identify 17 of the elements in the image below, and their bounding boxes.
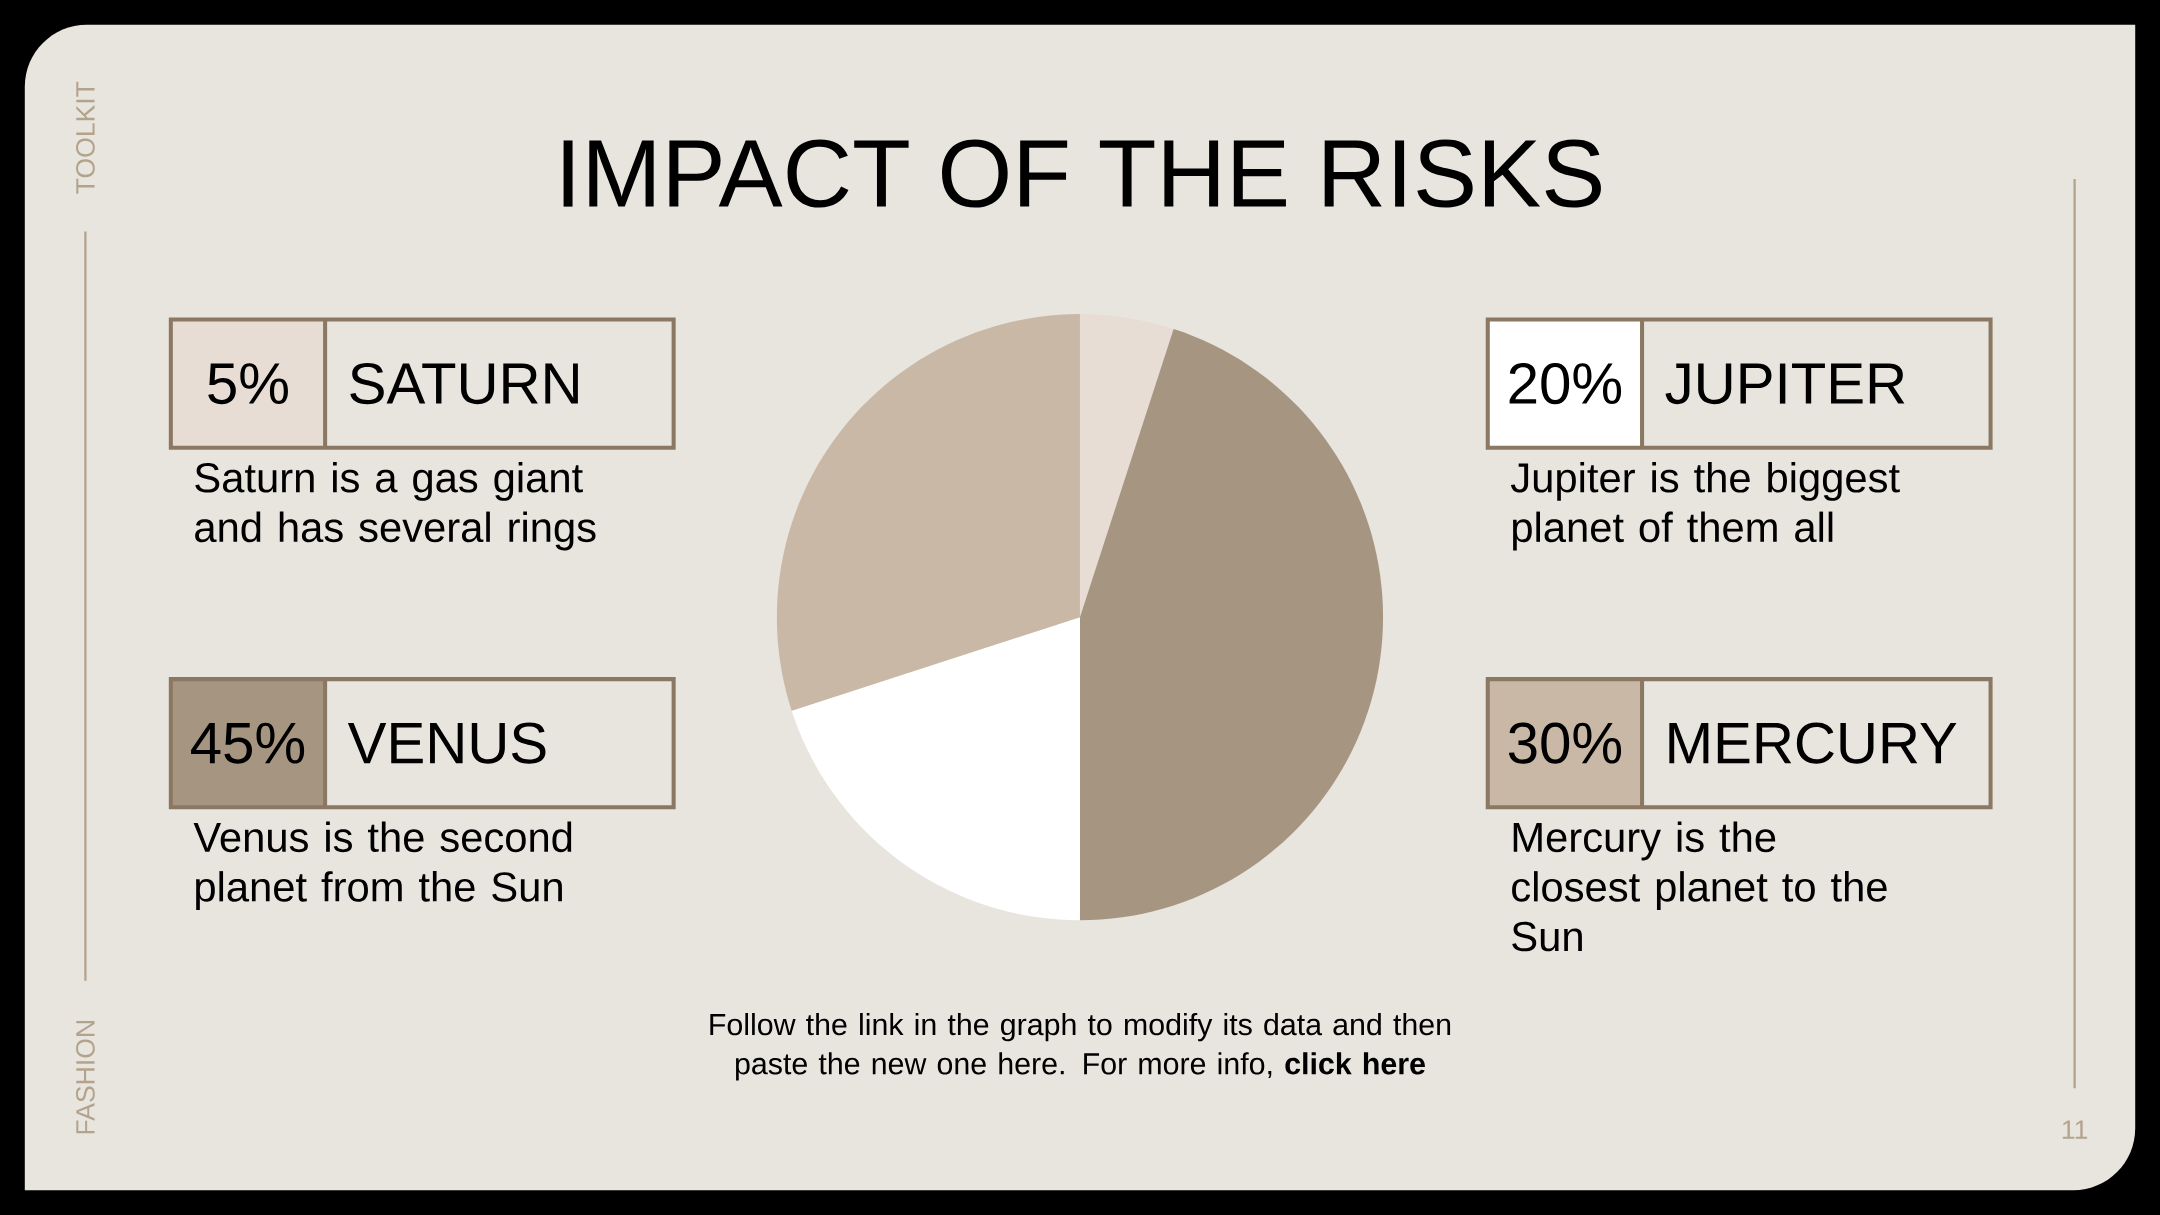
legend-label: SATURN bbox=[350, 362, 578, 405]
text: Follow the link in the graph to modify its data and then paste the new one here. For more info, click here bbox=[710, 1013, 1451, 1081]
chart-title: IMPACT OF THE RISKS bbox=[563, 139, 1601, 208]
text: 11 bbox=[2062, 1120, 2088, 1139]
data-label: 45% bbox=[191, 722, 305, 764]
data-label: 20% bbox=[1509, 362, 1622, 405]
data-label: 30% bbox=[1508, 722, 1622, 764]
text: TOOLKIT bbox=[76, 81, 95, 194]
text: Saturn is a gas giant and has several rings bbox=[195, 461, 596, 551]
legend-label: VENUS bbox=[347, 722, 546, 764]
data-label: 5% bbox=[208, 363, 288, 405]
text: Jupiter is the biggest planet of them all bbox=[1510, 461, 1900, 551]
legend-label: JUPITER bbox=[1665, 363, 1905, 405]
text: Venus is the second planet from the Sun bbox=[193, 821, 572, 911]
legend-label: MERCURY bbox=[1669, 722, 1957, 764]
text: FASHION bbox=[76, 1021, 95, 1134]
text: Mercury is the closest planet to the Sun bbox=[1512, 821, 1887, 952]
